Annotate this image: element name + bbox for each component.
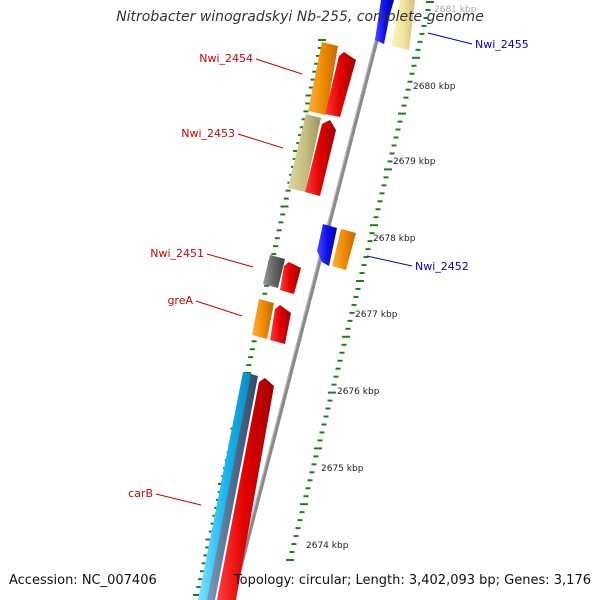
gene-nwi2453 xyxy=(288,114,321,192)
gene-red-4 xyxy=(270,305,291,344)
accession-text: Accession: NC_007406 xyxy=(9,573,157,588)
gene-label-leader xyxy=(366,255,413,267)
kbp-label: 2675 kbp xyxy=(321,464,364,474)
kbp-label: 2674 kbp xyxy=(306,541,349,551)
gene-carb xyxy=(217,378,274,600)
genome-title: Nitrobacter winogradskyi Nb-255, complet… xyxy=(116,9,484,25)
gene-features xyxy=(198,0,415,600)
gene-label-leader xyxy=(237,133,284,149)
kbp-label: 2676 kbp xyxy=(337,387,380,397)
gene-carb-cyan xyxy=(198,372,252,600)
gene-label-leader xyxy=(195,300,243,317)
kbp-label: 2678 kbp xyxy=(373,234,416,244)
gene-red-3 xyxy=(280,262,301,294)
gene-grea xyxy=(252,299,274,339)
gene-label: Nwi_2453 xyxy=(181,127,235,140)
gene-nwi2454 xyxy=(308,42,338,115)
gene-label: Nwi_2451 xyxy=(150,247,204,260)
gene-label-leader xyxy=(206,253,254,268)
topology-text: Topology: circular; Length: 3,402,093 bp… xyxy=(233,573,591,588)
gene-label: carB xyxy=(128,487,153,500)
kbp-label: 2680 kbp xyxy=(413,82,456,92)
gene-label: Nwi_2454 xyxy=(199,52,253,65)
kbp-label: 2677 kbp xyxy=(355,310,398,320)
gene-red-1 xyxy=(325,52,356,117)
gene-label: greA xyxy=(167,294,193,307)
gene-label-leader xyxy=(255,58,303,75)
gene-label-leader xyxy=(155,493,202,506)
gene-red-2 xyxy=(305,120,336,196)
gene-carb-steel xyxy=(207,374,258,600)
gene-blue-nwi2455-neighbor xyxy=(375,0,394,44)
gene-label: Nwi_2452 xyxy=(415,260,469,273)
gene-label: Nwi_2455 xyxy=(475,38,529,51)
gene-nwi2451 xyxy=(263,255,285,288)
gene-nwi2455 xyxy=(391,0,415,50)
kbp-label: 2681 kbp xyxy=(434,5,477,15)
gene-label-leader xyxy=(427,32,473,45)
genome-backbone xyxy=(230,0,389,600)
gene-blue-2452-neighbor xyxy=(317,224,337,266)
gene-nwi2452 xyxy=(332,229,356,270)
kbp-label: 2679 kbp xyxy=(393,157,436,167)
